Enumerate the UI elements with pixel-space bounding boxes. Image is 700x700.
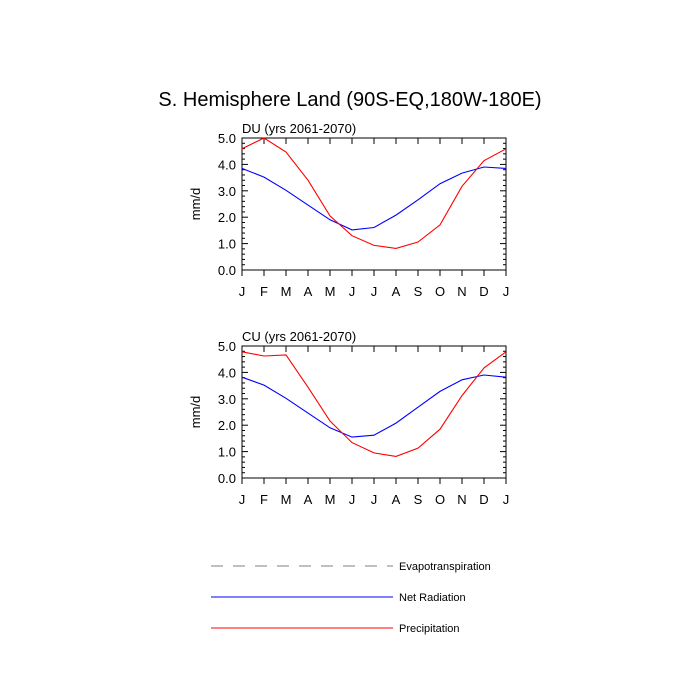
y-tick-label: 2.0: [218, 418, 236, 433]
x-tick-label: A: [304, 284, 313, 299]
y-tick-label: 3.0: [218, 184, 236, 199]
y-axis-label: mm/d: [188, 188, 203, 221]
x-tick-label: J: [371, 492, 378, 507]
legend-item: Evapotranspiration: [211, 561, 491, 573]
x-tick-label: J: [503, 284, 510, 299]
x-tick-label: J: [239, 284, 246, 299]
plot-frame: [241, 345, 507, 479]
x-tick-label: A: [392, 284, 401, 299]
x-tick-label: M: [325, 492, 336, 507]
series-line-precipitation: [241, 137, 507, 249]
legend-label: Evapotranspiration: [399, 561, 491, 573]
x-tick-label: N: [457, 492, 466, 507]
y-tick-label: 1.0: [218, 445, 236, 460]
x-tick-label: A: [304, 492, 313, 507]
series-line-precipitation: [241, 351, 507, 457]
x-tick-label: J: [503, 492, 510, 507]
y-tick-label: 3.0: [218, 392, 236, 407]
y-tick-label: 4.0: [218, 365, 236, 380]
series-line-net-radiation: [241, 166, 507, 231]
panel-2: CU (yrs 2061-2070) mm/d 0.0 1.0 2.0 3.0 4.0 5.0…: [188, 329, 509, 507]
legend-item: Net Radiation: [211, 592, 466, 604]
x-tick-label: S: [414, 284, 423, 299]
panel-1: DU (yrs 2061-2070) mm/d 0.0 1.0 2.0 3.0 4.0 5.0…: [188, 121, 509, 299]
plot-frame: [241, 137, 507, 271]
y-tick-label: 0.0: [218, 471, 236, 486]
x-tick-label: D: [479, 284, 488, 299]
chart-panels: DU (yrs 2061-2070) mm/d 0.0 1.0 2.0 3.0 4.0 5.0…: [188, 121, 509, 507]
x-tick-label: A: [392, 492, 401, 507]
x-tick-label: J: [349, 284, 356, 299]
x-tick-label: J: [371, 284, 378, 299]
y-tick-label: 2.0: [218, 210, 236, 225]
x-tick-label: S: [414, 492, 423, 507]
panel-title: CU (yrs 2061-2070): [242, 329, 356, 344]
legend-label: Precipitation: [399, 623, 460, 635]
legend-label: Net Radiation: [399, 592, 466, 604]
x-tick-label: M: [281, 284, 292, 299]
y-tick-label: 1.0: [218, 237, 236, 252]
x-tick-label: J: [239, 492, 246, 507]
x-tick-label: F: [260, 284, 268, 299]
x-tick-label: D: [479, 492, 488, 507]
y-axis-label: mm/d: [188, 396, 203, 429]
y-tick-label: 5.0: [218, 131, 236, 146]
x-tick-label: M: [281, 492, 292, 507]
legend: Evapotranspiration Net Radiation Precipita…: [211, 561, 491, 635]
legend-item: Precipitation: [211, 623, 460, 635]
series-line-net-radiation: [241, 374, 507, 438]
y-tick-label: 0.0: [218, 263, 236, 278]
y-tick-label: 4.0: [218, 157, 236, 172]
x-tick-label: M: [325, 284, 336, 299]
panel-title: DU (yrs 2061-2070): [242, 121, 356, 136]
x-tick-label: F: [260, 492, 268, 507]
x-tick-label: N: [457, 284, 466, 299]
x-tick-label: O: [435, 492, 445, 507]
y-tick-label: 5.0: [218, 339, 236, 354]
figure-title: S. Hemisphere Land (90S-EQ,180W-180E): [158, 89, 541, 111]
x-tick-label: O: [435, 284, 445, 299]
x-tick-label: J: [349, 492, 356, 507]
